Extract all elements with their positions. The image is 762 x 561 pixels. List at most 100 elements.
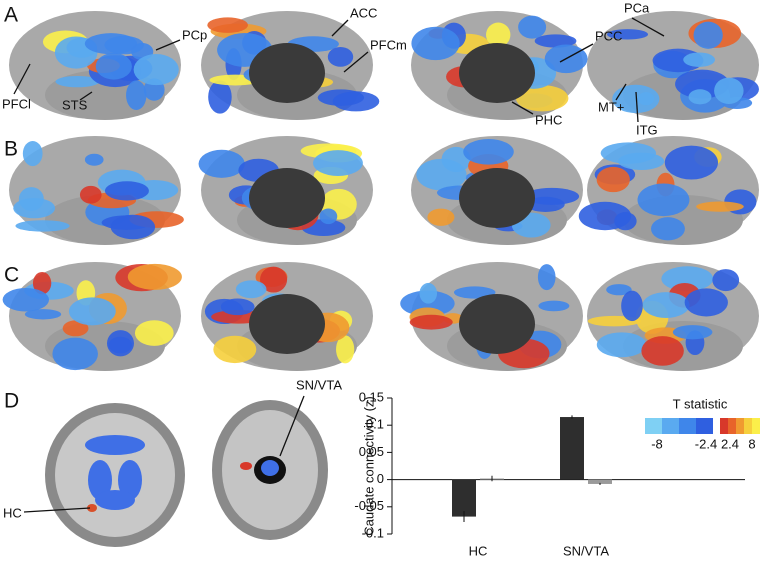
activation [419,282,438,304]
activation [596,332,647,358]
colorbar-swatch [679,418,696,434]
annotation-line [631,17,665,37]
brain-images [2,11,759,547]
medial-wall [249,168,325,228]
activation [22,140,43,167]
annotation: HC [3,505,22,520]
activation [534,34,577,48]
colorbar-tick-label: -2.4 [695,436,717,451]
y-tick-label: -0.05 [354,498,384,513]
activation [52,337,98,371]
activation [637,183,690,217]
brain-surface [587,262,759,371]
activation [642,292,690,318]
colorbar-tick-label: 8 [748,436,755,451]
activation [683,52,716,67]
activation [651,217,685,241]
activation [88,460,112,500]
annotation: SN/VTA [296,377,342,392]
activation [207,17,248,33]
activation [693,21,723,49]
annotation-line [279,395,305,457]
medial-wall [249,43,325,103]
y-tick-label: 0.05 [359,444,384,459]
medial-wall [459,168,535,228]
activation [336,335,355,364]
brain-surface [198,136,373,245]
annotation-line [343,51,369,73]
activation [85,435,145,455]
brain-surface [400,262,583,371]
slice-inner [55,413,175,537]
activation [696,201,744,212]
activation [416,158,467,191]
y-tick-label: 0.1 [366,417,384,432]
coronal-slice [45,403,185,547]
annotation: PFCm [370,37,407,52]
x-tick-label: HC [469,543,488,558]
activation [110,214,156,240]
y-tick-label: 0 [377,471,384,486]
annotation-line [13,63,31,95]
activation [688,89,712,105]
activation [220,298,255,316]
colorbar: T statistic -8 -2.4 2.4 8 [645,396,760,451]
activation [327,47,354,67]
activation [672,325,713,340]
activation [198,149,245,178]
activation [526,196,565,213]
activation [95,53,132,80]
colorbar-swatch [728,418,736,434]
annotation: STS [62,97,88,112]
panel-label: C [4,264,19,287]
activation [600,142,657,164]
colorbar-swatch [662,418,679,434]
brain-surface [201,262,373,371]
y-tick-label: 0.15 [359,389,384,404]
activation [612,84,660,114]
annotation-line [155,39,181,51]
activation [118,460,142,500]
annotation-line [511,101,534,115]
activation [235,280,267,299]
activation [664,145,719,180]
panel-label: A [4,4,18,27]
medial-wall [459,294,535,354]
colorbar-swatch [645,418,662,434]
activation [261,460,279,476]
y-tick-label: -0.1 [362,525,384,540]
activation [596,166,630,193]
activation [463,138,514,165]
activation [516,85,569,112]
colorbar-title: T statistic [673,396,728,411]
medial-wall [459,43,535,103]
activation [62,320,89,337]
brain-surface [578,136,759,245]
activation [68,297,116,326]
colorbar-swatch [752,418,760,434]
activation [104,35,144,55]
activation [606,29,649,40]
activation [79,185,102,204]
brain-surface [9,11,181,120]
colorbar-swatch [720,418,728,434]
y-axis-label: Caudate connectivity (z) [361,396,376,535]
brain-surface [411,11,588,120]
activation [15,220,70,232]
activation [208,80,232,114]
activation [427,208,455,226]
activation [133,54,179,86]
activation [537,264,556,291]
annotation: PCC [595,28,622,43]
annotation-line [331,19,349,37]
activation [260,266,288,293]
activation [32,271,52,295]
activation [684,288,728,317]
brain-surface [587,11,759,120]
activation [87,504,97,512]
annotations: PFCl STS PCp ACC PFCm PCa PCC PHC MT+ IT… [2,0,665,520]
activation [411,26,460,61]
annotation-line [559,43,594,63]
colorbar-swatch [696,418,713,434]
